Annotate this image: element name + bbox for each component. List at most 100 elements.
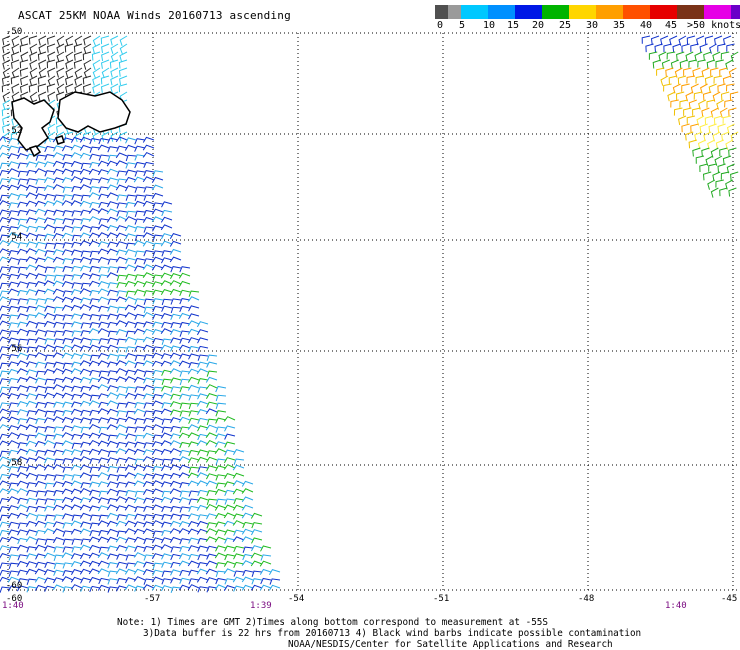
wind-barb bbox=[143, 354, 155, 361]
wind-barb bbox=[133, 304, 146, 311]
wind-barb bbox=[62, 218, 74, 225]
wind-barb bbox=[52, 577, 65, 584]
wind-barb bbox=[89, 258, 101, 265]
wind-barb bbox=[134, 585, 146, 592]
wind-barb bbox=[670, 59, 679, 70]
wind-barb bbox=[52, 200, 65, 206]
wind-barb bbox=[106, 225, 119, 232]
wind-barb bbox=[98, 154, 110, 161]
wind-barb bbox=[37, 51, 47, 61]
wind-barb bbox=[0, 537, 11, 543]
wind-barb bbox=[100, 83, 110, 93]
wind-barb bbox=[44, 482, 56, 490]
wind-barb bbox=[53, 209, 65, 216]
wind-barb bbox=[8, 266, 20, 273]
wind-barb bbox=[106, 512, 119, 519]
wind-barb bbox=[134, 154, 146, 161]
wind-barb bbox=[0, 234, 11, 241]
wind-barb bbox=[179, 378, 191, 386]
wind-barb bbox=[52, 384, 65, 390]
wind-barb bbox=[0, 217, 11, 223]
wind-barb bbox=[97, 465, 110, 472]
wind-barb bbox=[16, 456, 29, 462]
wind-barb bbox=[188, 569, 200, 576]
wind-barb bbox=[16, 352, 29, 359]
wind-barb bbox=[197, 354, 209, 361]
wind-barb bbox=[88, 423, 101, 430]
wind-barb bbox=[8, 217, 20, 224]
wind-barb bbox=[44, 170, 56, 177]
wind-barb bbox=[179, 545, 191, 553]
wind-barb bbox=[115, 545, 128, 552]
wind-barb bbox=[11, 91, 20, 103]
wind-barb bbox=[698, 99, 707, 110]
wind-barb bbox=[115, 424, 128, 431]
wind-barb bbox=[43, 177, 56, 184]
wind-barb bbox=[26, 434, 38, 441]
wind-barb bbox=[116, 466, 128, 473]
wind-barb bbox=[106, 424, 119, 430]
wind-barb bbox=[35, 257, 47, 264]
wind-barb bbox=[134, 226, 146, 233]
wind-barb bbox=[43, 569, 56, 576]
wind-barb bbox=[196, 576, 209, 583]
wind-barb bbox=[98, 193, 110, 200]
wind-barb bbox=[28, 83, 38, 93]
wind-barb bbox=[134, 426, 146, 433]
wind-barb bbox=[169, 497, 182, 504]
wind-barb bbox=[70, 200, 83, 206]
wind-barb bbox=[92, 83, 101, 94]
wind-barb bbox=[17, 313, 29, 320]
wind-barb bbox=[119, 131, 128, 142]
wind-barb bbox=[133, 448, 146, 455]
wind-barb bbox=[116, 249, 128, 256]
wind-barb bbox=[151, 176, 164, 183]
wind-barb bbox=[260, 554, 272, 561]
wind-barb bbox=[0, 473, 11, 481]
wind-barb bbox=[10, 59, 20, 69]
wind-barb bbox=[110, 131, 119, 142]
wind-barb bbox=[17, 242, 29, 249]
wind-barb bbox=[152, 369, 164, 377]
wind-barb bbox=[71, 474, 83, 481]
wind-barb bbox=[70, 136, 83, 143]
wind-barb bbox=[17, 537, 29, 545]
wind-barb bbox=[188, 353, 200, 360]
wind-barb bbox=[116, 385, 128, 393]
wind-barb bbox=[0, 313, 11, 321]
legend-label: 35 bbox=[613, 20, 626, 31]
wind-barb bbox=[0, 378, 11, 385]
wind-barb bbox=[187, 368, 200, 375]
wind-barb bbox=[215, 394, 227, 402]
wind-barb bbox=[107, 450, 119, 458]
wind-barb bbox=[223, 457, 236, 464]
wind-barb bbox=[720, 171, 730, 180]
wind-barb bbox=[125, 233, 137, 240]
wind-barb bbox=[98, 321, 110, 328]
wind-barb bbox=[80, 177, 92, 184]
wind-barb bbox=[722, 155, 732, 165]
wind-barb bbox=[696, 35, 705, 46]
wind-barb bbox=[70, 520, 83, 527]
wind-barb bbox=[179, 449, 191, 457]
wind-barb bbox=[107, 137, 119, 144]
wind-barb bbox=[142, 456, 155, 462]
wind-barb bbox=[206, 450, 218, 457]
wind-barb bbox=[161, 321, 173, 328]
wind-barb bbox=[161, 385, 173, 392]
wind-barb bbox=[53, 449, 65, 456]
wind-barb bbox=[143, 442, 155, 449]
wind-barb bbox=[89, 153, 101, 160]
wind-barb bbox=[8, 458, 20, 465]
wind-barb bbox=[116, 457, 128, 464]
wind-barb bbox=[124, 336, 137, 343]
wind-barb bbox=[214, 513, 227, 520]
wind-barb bbox=[2, 59, 11, 70]
wind-barb bbox=[152, 313, 164, 320]
wind-barb bbox=[197, 449, 209, 456]
wind-barb bbox=[151, 441, 164, 448]
wind-barb bbox=[70, 353, 83, 360]
wind-barb bbox=[242, 521, 254, 529]
wind-barb bbox=[233, 513, 245, 520]
wind-barb bbox=[205, 456, 218, 463]
